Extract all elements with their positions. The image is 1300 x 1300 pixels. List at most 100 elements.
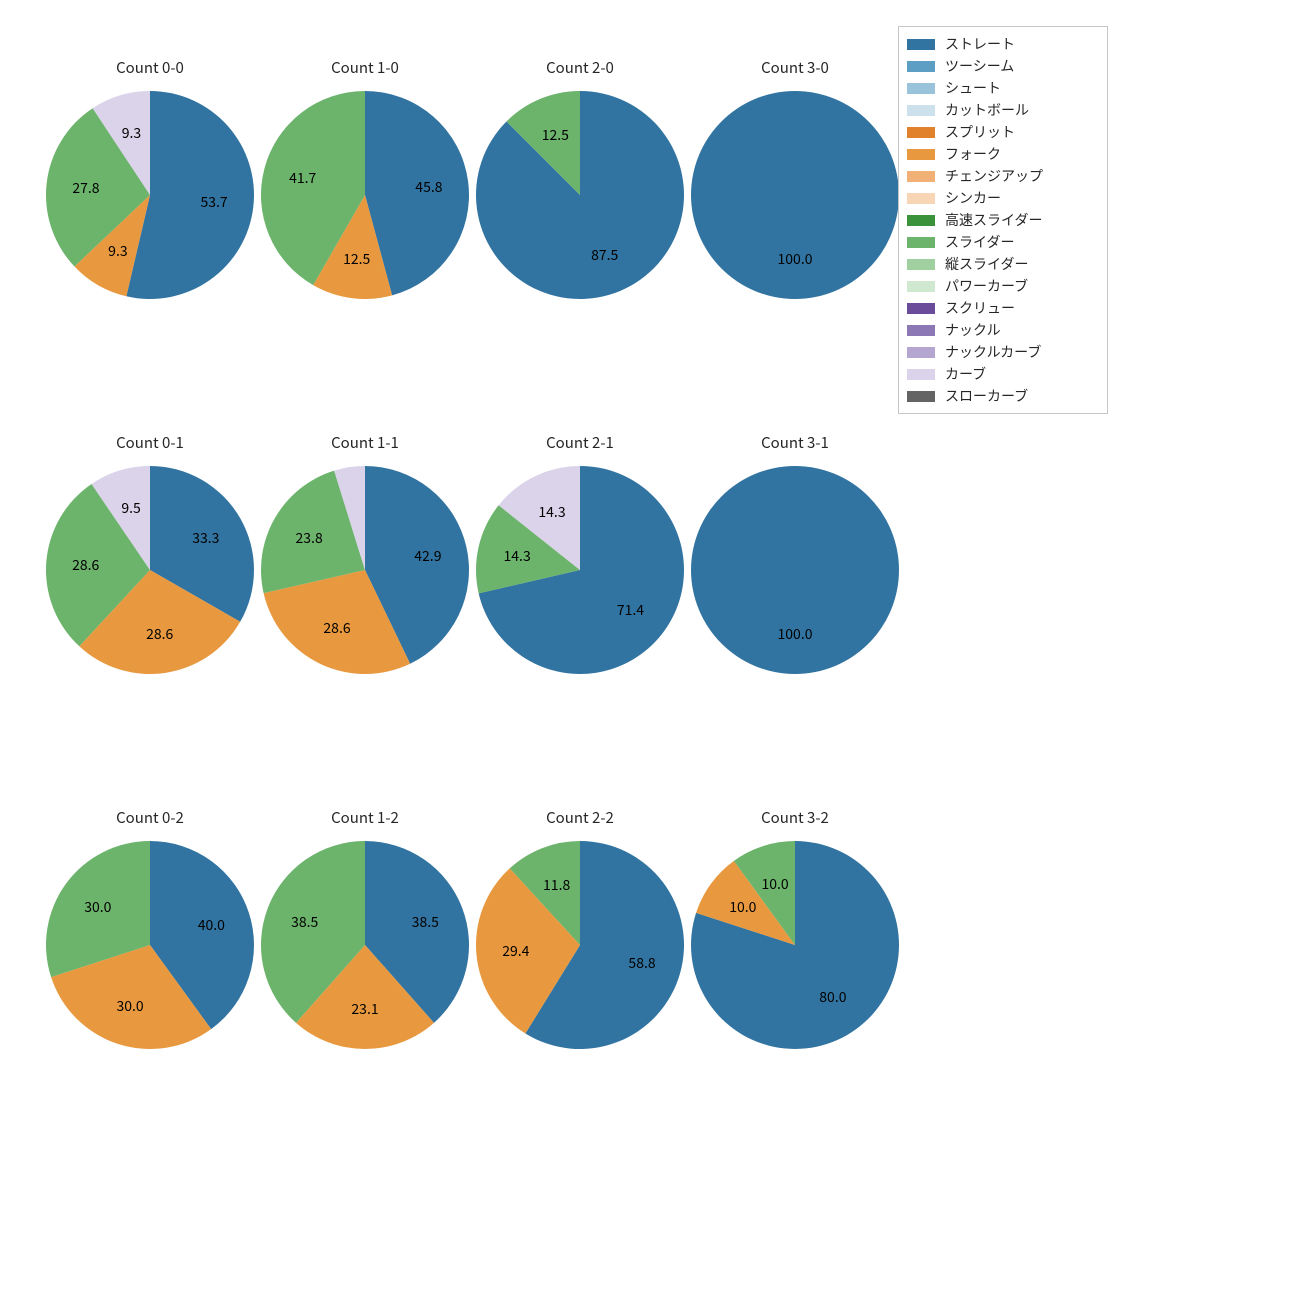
legend-label: シュート — [945, 78, 1001, 98]
pie-svg — [261, 466, 469, 674]
legend-swatch — [907, 369, 935, 380]
legend-swatch — [907, 281, 935, 292]
legend-swatch — [907, 303, 935, 314]
chart-title: Count 3-0 — [691, 57, 899, 78]
legend-label: 縦スライダー — [945, 254, 1028, 274]
pie-slice-label: 100.0 — [778, 624, 813, 644]
pie-chart: Count 0-133.328.628.69.5 — [46, 466, 254, 674]
legend-label: カットボール — [945, 100, 1029, 120]
pie-chart: Count 2-258.829.411.8 — [476, 841, 684, 1049]
pie-slice-label: 58.8 — [628, 953, 655, 973]
legend-item: カーブ — [907, 363, 1099, 385]
legend-item: スクリュー — [907, 297, 1099, 319]
pie-slice-label: 12.5 — [542, 125, 569, 145]
figure: Count 0-053.79.327.89.3Count 1-045.812.5… — [0, 0, 1300, 1300]
chart-title: Count 1-0 — [261, 57, 469, 78]
pie-slice-label: 53.7 — [200, 192, 227, 212]
legend-item: ストレート — [907, 33, 1099, 55]
pie-slice-label: 23.1 — [351, 999, 378, 1019]
legend-swatch — [907, 149, 935, 160]
chart-title: Count 3-1 — [691, 432, 899, 453]
chart-title: Count 0-0 — [46, 57, 254, 78]
legend-swatch — [907, 391, 935, 402]
pie-slice-label: 29.4 — [502, 941, 529, 961]
legend-label: スクリュー — [945, 298, 1015, 318]
legend-label: スライダー — [945, 232, 1014, 252]
legend-label: カーブ — [945, 364, 986, 384]
pie-svg — [691, 841, 899, 1049]
legend-item: 高速スライダー — [907, 209, 1099, 231]
legend-item: パワーカーブ — [907, 275, 1099, 297]
legend-item: スプリット — [907, 121, 1099, 143]
legend-swatch — [907, 61, 935, 72]
pie-chart: Count 2-087.512.5 — [476, 91, 684, 299]
legend-label: スローカーブ — [945, 386, 1028, 406]
legend-item: スローカーブ — [907, 385, 1099, 407]
legend-label: チェンジアップ — [945, 166, 1043, 186]
pie-chart: Count 1-045.812.541.7 — [261, 91, 469, 299]
legend-swatch — [907, 83, 935, 94]
pie-slice-label: 38.5 — [412, 912, 439, 932]
pie-chart: Count 0-053.79.327.89.3 — [46, 91, 254, 299]
legend-item: ツーシーム — [907, 55, 1099, 77]
pie-slice-label: 42.9 — [414, 546, 441, 566]
pie-chart: Count 0-240.030.030.0 — [46, 841, 254, 1049]
pie-slice-label: 23.8 — [296, 528, 323, 548]
legend-item: 縦スライダー — [907, 253, 1099, 275]
pie-slice-label: 30.0 — [116, 996, 143, 1016]
pie-chart: Count 1-238.523.138.5 — [261, 841, 469, 1049]
legend-label: フォーク — [945, 144, 1001, 164]
pie-slice-label: 14.3 — [538, 502, 565, 522]
legend-swatch — [907, 237, 935, 248]
pie-slice-label: 41.7 — [289, 168, 316, 188]
chart-title: Count 2-1 — [476, 432, 684, 453]
pie-slice-label: 10.0 — [729, 897, 756, 917]
pie-svg — [46, 841, 254, 1049]
legend-swatch — [907, 325, 935, 336]
chart-title: Count 2-0 — [476, 57, 684, 78]
pie-chart: Count 1-142.928.623.8 — [261, 466, 469, 674]
pie-slice-label: 40.0 — [198, 915, 225, 935]
legend-swatch — [907, 171, 935, 182]
legend-swatch — [907, 259, 935, 270]
pie-chart: Count 2-171.414.314.3 — [476, 466, 684, 674]
legend-swatch — [907, 215, 935, 226]
pie-slice-label: 28.6 — [323, 618, 350, 638]
pie-chart: Count 3-1100.0 — [691, 466, 899, 674]
legend-label: パワーカーブ — [945, 276, 1028, 296]
pie-slice-label: 9.5 — [121, 498, 140, 518]
legend-item: シンカー — [907, 187, 1099, 209]
chart-title: Count 0-2 — [46, 807, 254, 828]
legend-item: シュート — [907, 77, 1099, 99]
pie-svg — [476, 466, 684, 674]
pie-slice-label: 9.3 — [108, 241, 127, 261]
legend-label: ナックルカーブ — [945, 342, 1041, 362]
legend-item: ナックル — [907, 319, 1099, 341]
pie-slice-label: 71.4 — [617, 600, 644, 620]
legend-label: 高速スライダー — [945, 210, 1042, 230]
legend-item: カットボール — [907, 99, 1099, 121]
pie-slice-label: 14.3 — [504, 546, 531, 566]
pie-slice-label: 12.5 — [343, 249, 370, 269]
pie-svg — [476, 91, 684, 299]
legend-label: スプリット — [945, 122, 1015, 142]
legend-swatch — [907, 39, 935, 50]
legend-item: スライダー — [907, 231, 1099, 253]
legend-label: ツーシーム — [945, 56, 1014, 76]
pie-slice-label: 80.0 — [819, 987, 846, 1007]
chart-title: Count 1-1 — [261, 432, 469, 453]
legend-swatch — [907, 105, 935, 116]
pie-slice-label: 11.8 — [543, 875, 570, 895]
legend-item: フォーク — [907, 143, 1099, 165]
pie-slice-label: 100.0 — [778, 249, 813, 269]
pie-slice-label: 87.5 — [591, 245, 618, 265]
pie-slice-label: 38.5 — [291, 912, 318, 932]
legend-swatch — [907, 347, 935, 358]
pie-slice-label: 10.0 — [761, 874, 788, 894]
pie-slice-label: 28.6 — [72, 555, 99, 575]
pie-slice-label: 9.3 — [122, 123, 141, 143]
legend-swatch — [907, 193, 935, 204]
legend-label: ストレート — [945, 34, 1015, 54]
pie-slice-label: 27.8 — [72, 178, 99, 198]
chart-title: Count 2-2 — [476, 807, 684, 828]
